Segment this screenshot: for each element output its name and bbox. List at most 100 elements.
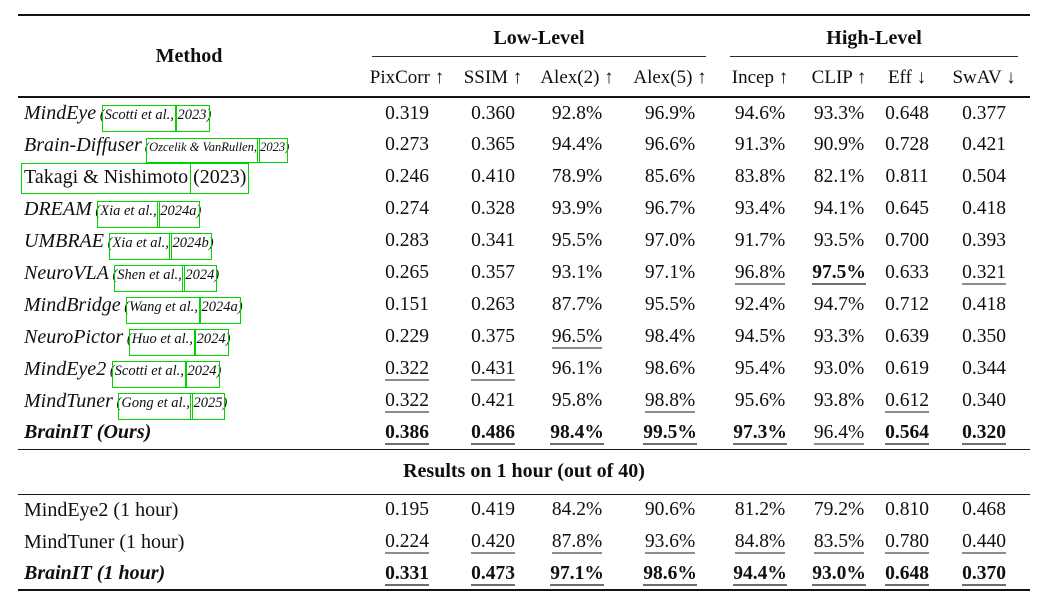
citation-link[interactable]: Gong et al.,: [121, 394, 190, 411]
column-header: Alex(2) ↑: [532, 60, 622, 98]
value-cell: 98.4%: [622, 321, 718, 353]
metric-value: 0.370: [962, 562, 1006, 586]
results-table: Method Low-Level High-Level PixCorr ↑ SSI…: [18, 14, 1031, 591]
value-cell: 94.7%: [802, 289, 876, 321]
group-header-row: Method Low-Level High-Level: [18, 15, 1030, 98]
citation-link[interactable]: Xia et al.,: [100, 202, 157, 219]
metric-value: 93.3%: [813, 326, 865, 347]
value-cell: 0.639: [876, 321, 938, 353]
metric-value: 0.648: [885, 102, 929, 124]
metric-value: 0.420: [471, 531, 515, 554]
metric-value: 0.421: [962, 134, 1006, 155]
value-cell: 93.9%: [532, 193, 622, 225]
citation-link[interactable]: Ozcelik & VanRullen,: [149, 139, 258, 154]
metric-value: 0.273: [385, 134, 429, 155]
value-cell: 93.6%: [622, 526, 718, 558]
citation-link[interactable]: Wang et al.,: [129, 298, 198, 315]
metric-value: 0.274: [385, 198, 429, 219]
metric-value: 0.780: [885, 531, 929, 554]
metric-value: 0.728: [885, 134, 929, 155]
value-cell: 94.4%: [718, 558, 802, 590]
metric-value: 0.645: [885, 198, 929, 219]
metric-value: 0.564: [885, 421, 929, 445]
value-cell: 85.6%: [622, 161, 718, 193]
value-cell: 93.1%: [532, 257, 622, 289]
metric-value: 84.8%: [734, 531, 786, 554]
value-cell: 97.0%: [622, 225, 718, 257]
metric-value: 93.6%: [644, 531, 696, 554]
citation-text: (: [141, 139, 150, 154]
column-header: SSIM ↑: [454, 60, 532, 98]
metric-value: 0.229: [385, 326, 429, 347]
value-cell: 0.645: [876, 193, 938, 225]
citation-link[interactable]: 2025: [193, 394, 223, 411]
citation-link[interactable]: 2024: [196, 330, 226, 347]
citation-link[interactable]: 2024a: [201, 298, 238, 315]
method-name: Brain-Diffuser: [24, 133, 142, 156]
citation-link[interactable]: 2023: [177, 107, 207, 123]
method-name: MindEye2: [24, 357, 107, 380]
value-cell: 0.619: [876, 353, 938, 385]
value-cell: 0.283: [360, 225, 454, 257]
value-cell: 0.393: [938, 225, 1030, 257]
method-name: MindEye2 (1 hour): [24, 498, 179, 521]
column-header: Eff ↓: [876, 60, 939, 98]
citation-link[interactable]: Takagi & Nishimoto: [24, 165, 189, 188]
metric-value: 93.0%: [812, 562, 866, 586]
metric-value: 93.1%: [551, 262, 603, 283]
value-cell: 98.8%: [622, 385, 718, 417]
metric-value: 0.421: [471, 390, 515, 411]
metric-value: 94.5%: [734, 326, 786, 347]
metric-value: 0.195: [385, 499, 429, 521]
metric-value: 96.8%: [734, 262, 786, 285]
metric-value: 96.4%: [813, 421, 865, 445]
citation-link[interactable]: 2023: [260, 139, 286, 154]
method-name: NeuroPictor: [24, 325, 124, 348]
citation-link[interactable]: 2024b: [172, 234, 209, 251]
metric-value: 0.386: [385, 421, 429, 445]
metric-value: 93.8%: [813, 390, 865, 411]
citation-link[interactable]: Huo et al.,: [131, 330, 193, 347]
value-cell: 98.4%: [532, 417, 622, 449]
method-cell: MindEye2 (Scotti et al., 2024): [18, 353, 360, 385]
metric-value: 0.810: [885, 499, 929, 521]
citation-link[interactable]: Scotti et al.,: [104, 107, 174, 123]
citation-link[interactable]: 2024: [185, 266, 215, 283]
value-cell: 0.418: [938, 289, 1030, 321]
metric-value: 0.393: [962, 230, 1006, 251]
metric-value: 93.5%: [813, 230, 865, 251]
value-cell: 0.365: [454, 129, 532, 161]
value-cell: 0.418: [938, 193, 1030, 225]
citation-text: ): [225, 330, 231, 347]
method-cell: NeuroVLA (Shen et al., 2024): [18, 257, 360, 289]
value-cell: 96.4%: [802, 417, 876, 449]
citation-link[interactable]: (2023): [193, 165, 247, 188]
metric-value: 0.473: [471, 562, 515, 586]
value-cell: 95.4%: [718, 353, 802, 385]
citation-text: ): [237, 298, 243, 315]
metric-value: 81.2%: [734, 499, 786, 521]
method-cell: NeuroPictor (Huo et al., 2024): [18, 321, 360, 353]
table-row: NeuroPictor (Huo et al., 2024) 0.229 0.375…: [18, 321, 1030, 353]
table-row: UMBRAE (Xia et al., 2024b) 0.283 0.341 95.5…: [18, 225, 1030, 257]
metric-value: 0.344: [962, 358, 1006, 379]
metric-value: 0.811: [885, 166, 929, 187]
method-cell: MindEye (Scotti et al., 2023): [18, 97, 360, 129]
metric-value: 0.486: [471, 421, 515, 445]
citation-link[interactable]: Scotti et al.,: [114, 362, 184, 379]
main-results-body: MindEye (Scotti et al., 2023) 0.319 0.360 9…: [18, 97, 1030, 449]
citation-link[interactable]: Xia et al.,: [112, 234, 169, 251]
metric-value: 0.321: [962, 262, 1006, 285]
metric-value: 0.322: [385, 358, 429, 381]
metric-value: 93.4%: [734, 198, 786, 219]
metric-value: 98.4%: [550, 421, 604, 445]
citation-link[interactable]: Shen et al.,: [117, 266, 182, 283]
citation-link[interactable]: 2024: [187, 362, 217, 379]
metric-value: 0.357: [471, 262, 515, 283]
citation-link[interactable]: 2024a: [160, 202, 197, 219]
metric-value: 0.340: [962, 390, 1006, 411]
citation-text: ): [196, 202, 202, 219]
value-cell: 92.4%: [718, 289, 802, 321]
metric-value: 0.350: [962, 326, 1006, 347]
